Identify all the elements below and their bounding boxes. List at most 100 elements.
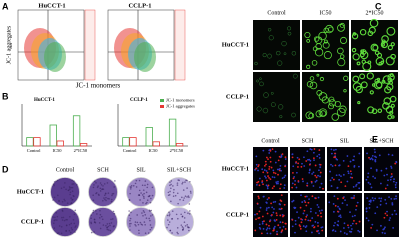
colony (137, 223, 140, 226)
cell (362, 61, 372, 71)
colony (76, 184, 78, 186)
colony (184, 181, 186, 183)
cell (263, 92, 269, 98)
signal (353, 197, 355, 199)
signal (303, 209, 306, 212)
signal (263, 220, 265, 223)
colony (69, 191, 72, 194)
nucleus (266, 187, 269, 190)
colony (144, 184, 146, 187)
nucleus (283, 187, 286, 189)
nucleus (276, 230, 278, 233)
nucleus (333, 195, 336, 198)
signal (370, 226, 373, 229)
colony (189, 190, 192, 193)
signal (265, 156, 268, 159)
colony (144, 214, 147, 216)
nucleus (331, 177, 334, 179)
nucleus (280, 155, 283, 158)
nucleus (254, 213, 256, 216)
colony (53, 184, 55, 187)
nucleus (302, 225, 305, 227)
nucleus (305, 225, 308, 227)
colony (181, 226, 184, 228)
colony (99, 182, 102, 184)
nucleus (379, 203, 382, 206)
colony (186, 224, 189, 226)
bar (129, 137, 137, 147)
nucleus (349, 160, 352, 163)
bar (72, 115, 81, 147)
signal (270, 166, 273, 169)
signal (265, 223, 268, 226)
signal (355, 222, 358, 225)
cell (377, 108, 383, 114)
nucleus (306, 150, 309, 153)
nucleus (338, 164, 340, 167)
colony (108, 222, 111, 225)
bar (122, 137, 130, 147)
signal (273, 229, 275, 231)
nucleus (358, 230, 361, 233)
signal (305, 215, 308, 218)
x-tick-label: 2*IC50 (170, 148, 184, 153)
cell (381, 35, 389, 43)
colony (101, 188, 104, 190)
nucleus (301, 162, 303, 165)
nucleus (333, 149, 335, 151)
colony (136, 214, 138, 216)
cell (389, 110, 394, 115)
signal (299, 225, 302, 228)
signal (299, 206, 302, 209)
colony (92, 211, 94, 214)
signal (291, 218, 294, 221)
cell (360, 81, 368, 89)
cell (359, 28, 367, 36)
x-tick-label: IC50 (53, 148, 63, 153)
nucleus (296, 156, 299, 159)
nucleus (353, 155, 356, 158)
cell (339, 22, 345, 28)
cell (323, 39, 328, 44)
nucleus (350, 231, 352, 233)
colony (187, 226, 189, 228)
micrograph (364, 193, 399, 237)
colony (63, 219, 66, 222)
nucleus (314, 212, 317, 214)
nucleus (365, 178, 368, 181)
nucleus (303, 156, 305, 159)
colony (72, 183, 75, 185)
nucleus (374, 212, 377, 215)
nucleus (390, 167, 393, 169)
nucleus (388, 196, 390, 199)
cell (318, 92, 328, 101)
nucleus (268, 152, 271, 154)
nucleus (274, 161, 277, 164)
nucleus (346, 204, 348, 206)
signal (257, 165, 260, 168)
colony (105, 196, 107, 199)
signal (314, 174, 317, 177)
signal (268, 165, 271, 168)
colony (172, 195, 175, 198)
nucleus (383, 227, 386, 230)
signal (336, 197, 339, 200)
colony (188, 203, 191, 205)
cell (315, 110, 323, 118)
colony (100, 215, 103, 218)
colony (129, 186, 132, 188)
cell-population (134, 42, 156, 72)
cell (291, 51, 297, 56)
signal (334, 164, 337, 167)
signal (334, 156, 337, 159)
column-header: SIL (340, 138, 349, 144)
signal (260, 232, 263, 235)
signal (268, 197, 270, 199)
colony (111, 193, 114, 195)
nucleus (303, 200, 306, 202)
nucleus (305, 230, 308, 233)
row-header: HuCCT-1 (222, 165, 249, 172)
colony (52, 199, 54, 201)
colony (108, 198, 110, 200)
nucleus (301, 201, 304, 203)
